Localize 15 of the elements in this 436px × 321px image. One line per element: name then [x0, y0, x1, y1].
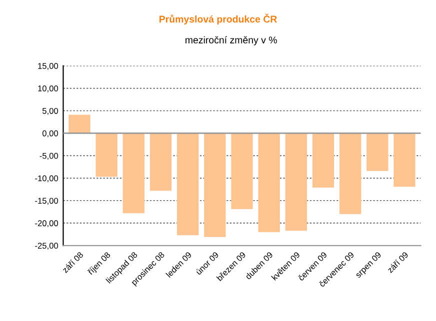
y-tick-label: 15,00: [38, 63, 58, 70]
y-tick-label: -20,00: [35, 220, 58, 228]
x-tick-label: říjen 08: [87, 251, 112, 276]
y-tick-label: 5,00: [42, 108, 58, 115]
y-tick-label: 0,00: [42, 130, 58, 138]
chart-title: Průmyslová produkce ČR: [159, 14, 277, 24]
x-tick-label: září 09: [386, 251, 409, 274]
x-tick-label: září 08: [62, 251, 84, 274]
y-tick-label: -25,00: [35, 242, 58, 250]
x-tick-label: únor 09: [195, 251, 219, 276]
y-tick-label: -5,00: [40, 152, 58, 160]
chart-subtitle: meziroční změny v %: [186, 36, 277, 46]
y-tick-label: -10,00: [35, 175, 58, 182]
y-tick-label: -15,00: [35, 198, 58, 205]
y-tick-label: 10,00: [38, 85, 58, 92]
